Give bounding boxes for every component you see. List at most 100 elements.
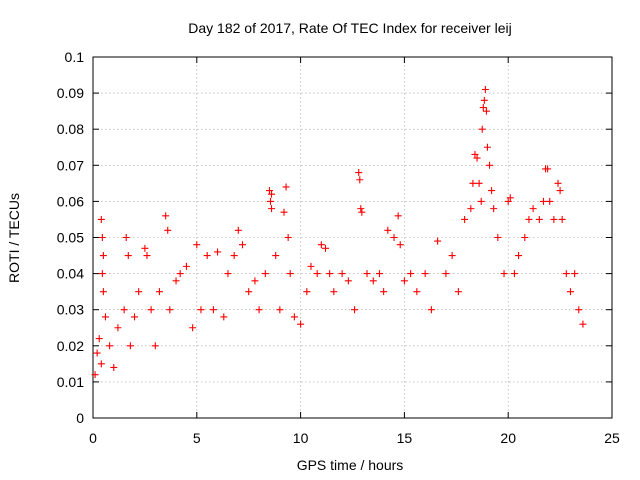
x-tick-label: 10 — [293, 430, 309, 446]
data-point — [172, 277, 180, 285]
data-point — [390, 234, 398, 241]
data-point — [203, 252, 211, 260]
y-tick-label: 0.01 — [57, 374, 84, 390]
y-tick-label: 0.02 — [57, 338, 84, 354]
data-point — [280, 208, 288, 216]
data-point — [307, 262, 315, 270]
data-point — [546, 197, 554, 205]
data-point — [251, 277, 259, 285]
data-point — [164, 226, 172, 234]
x-tick-label: 5 — [193, 430, 201, 446]
data-point — [351, 306, 359, 314]
data-point — [483, 143, 491, 151]
data-point — [469, 179, 477, 187]
data-point — [313, 270, 321, 278]
data-point — [454, 288, 462, 296]
data-point — [114, 324, 122, 332]
data-point — [380, 288, 388, 296]
data-point — [266, 197, 274, 205]
y-axis-label: ROTI / TECUs — [6, 193, 22, 283]
y-tick-label: 0.1 — [65, 49, 85, 65]
data-point — [384, 226, 392, 234]
data-point — [482, 107, 490, 115]
data-point — [99, 252, 107, 260]
data-point — [124, 252, 132, 260]
data-point — [93, 349, 101, 357]
data-point — [297, 320, 305, 328]
data-point — [147, 306, 155, 314]
y-tick-label: 0.07 — [57, 157, 84, 173]
data-point — [539, 197, 547, 205]
data-point — [488, 187, 496, 195]
data-point — [330, 288, 338, 296]
y-tick-label: 0.05 — [57, 230, 84, 246]
data-point — [290, 313, 298, 321]
data-point — [355, 169, 363, 177]
data-point — [272, 252, 280, 260]
data-point — [276, 306, 284, 314]
data-point — [481, 85, 489, 93]
data-point — [396, 241, 404, 249]
data-point — [99, 288, 107, 296]
data-point — [286, 270, 294, 278]
chart-title: Day 182 of 2017, Rate Of TEC Index for r… — [188, 20, 511, 36]
data-point — [535, 215, 543, 223]
data-point — [477, 197, 485, 205]
data-point — [234, 226, 242, 234]
data-point — [120, 306, 128, 314]
data-point — [95, 335, 103, 343]
data-point — [135, 288, 143, 296]
x-tick-labels: 0 5 10 15 20 25 — [89, 430, 620, 446]
data-point — [504, 197, 512, 205]
data-point — [525, 215, 533, 223]
x-tick-label: 0 — [89, 430, 97, 446]
data-point — [550, 215, 558, 223]
data-point — [571, 270, 579, 278]
data-point — [101, 313, 109, 321]
data-point — [448, 252, 456, 260]
data-point — [579, 320, 587, 328]
data-point — [255, 306, 263, 314]
data-point — [261, 270, 269, 278]
data-point — [558, 215, 566, 223]
data-point — [126, 342, 134, 350]
data-point — [162, 212, 170, 220]
y-tick-label: 0.08 — [57, 121, 84, 137]
data-point — [556, 187, 564, 195]
data-point — [375, 270, 383, 278]
scatter-points — [91, 85, 587, 379]
data-point — [131, 313, 139, 321]
data-point — [363, 270, 371, 278]
data-point — [471, 150, 479, 158]
data-point — [544, 165, 552, 173]
data-point — [461, 215, 469, 223]
data-point — [500, 270, 508, 278]
data-point — [317, 241, 325, 249]
data-point — [214, 248, 222, 256]
data-point — [98, 234, 106, 241]
data-point — [486, 161, 494, 169]
data-point — [141, 244, 149, 252]
data-point — [467, 205, 475, 213]
data-point — [151, 342, 159, 350]
data-point — [400, 277, 408, 285]
data-point — [303, 288, 311, 296]
data-point — [434, 237, 442, 245]
axes — [92, 56, 613, 419]
y-tick-labels: 0 0.01 0.02 0.03 0.04 0.05 0.06 0.07 0.08 0.09 0.1 — [57, 49, 84, 426]
data-point — [97, 215, 105, 223]
data-point — [510, 270, 518, 278]
data-point — [193, 241, 201, 249]
data-point — [143, 252, 151, 260]
data-point — [166, 306, 174, 314]
data-point — [473, 154, 481, 162]
data-point — [282, 183, 290, 191]
data-point — [442, 270, 450, 278]
data-point — [427, 306, 435, 314]
data-point — [284, 234, 292, 241]
data-point — [91, 371, 99, 379]
data-point — [369, 277, 377, 285]
data-point — [209, 306, 217, 314]
